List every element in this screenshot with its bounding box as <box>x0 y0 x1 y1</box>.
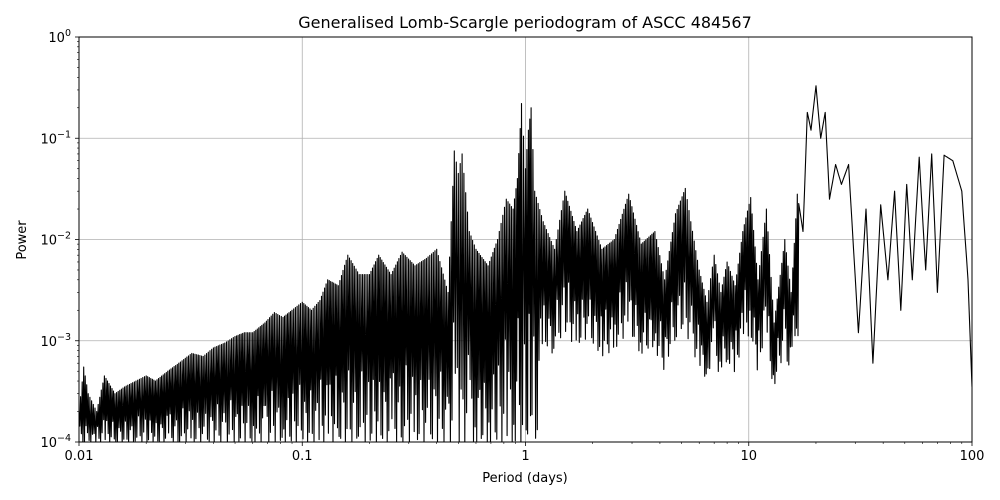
y-tick-label-4: 100 <box>48 28 71 46</box>
y-axis-label: Power <box>15 220 30 260</box>
power-series-line <box>79 85 972 442</box>
x-tick-label-4: 100 <box>960 449 985 464</box>
power-trace-group <box>79 85 972 442</box>
x-axis-label: Period (days) <box>482 471 568 486</box>
x-tick-label-2: 1 <box>521 449 529 464</box>
x-tick-label-3: 10 <box>740 449 757 464</box>
chart-title: Generalised Lomb-Scargle periodogram of … <box>298 13 752 32</box>
y-axis-ticks: 10−4 10−3 10−2 10−1 100 <box>40 28 79 451</box>
y-tick-label-1: 10−3 <box>40 332 71 350</box>
x-tick-label-0: 0.01 <box>65 449 94 464</box>
y-tick-label-3: 10−1 <box>40 129 71 147</box>
x-axis-ticks: 0.01 0.1 1 10 100 <box>65 442 985 464</box>
y-tick-label-2: 10−2 <box>40 231 71 249</box>
y-tick-label-0: 10−4 <box>40 433 71 451</box>
x-tick-label-1: 0.1 <box>292 449 313 464</box>
